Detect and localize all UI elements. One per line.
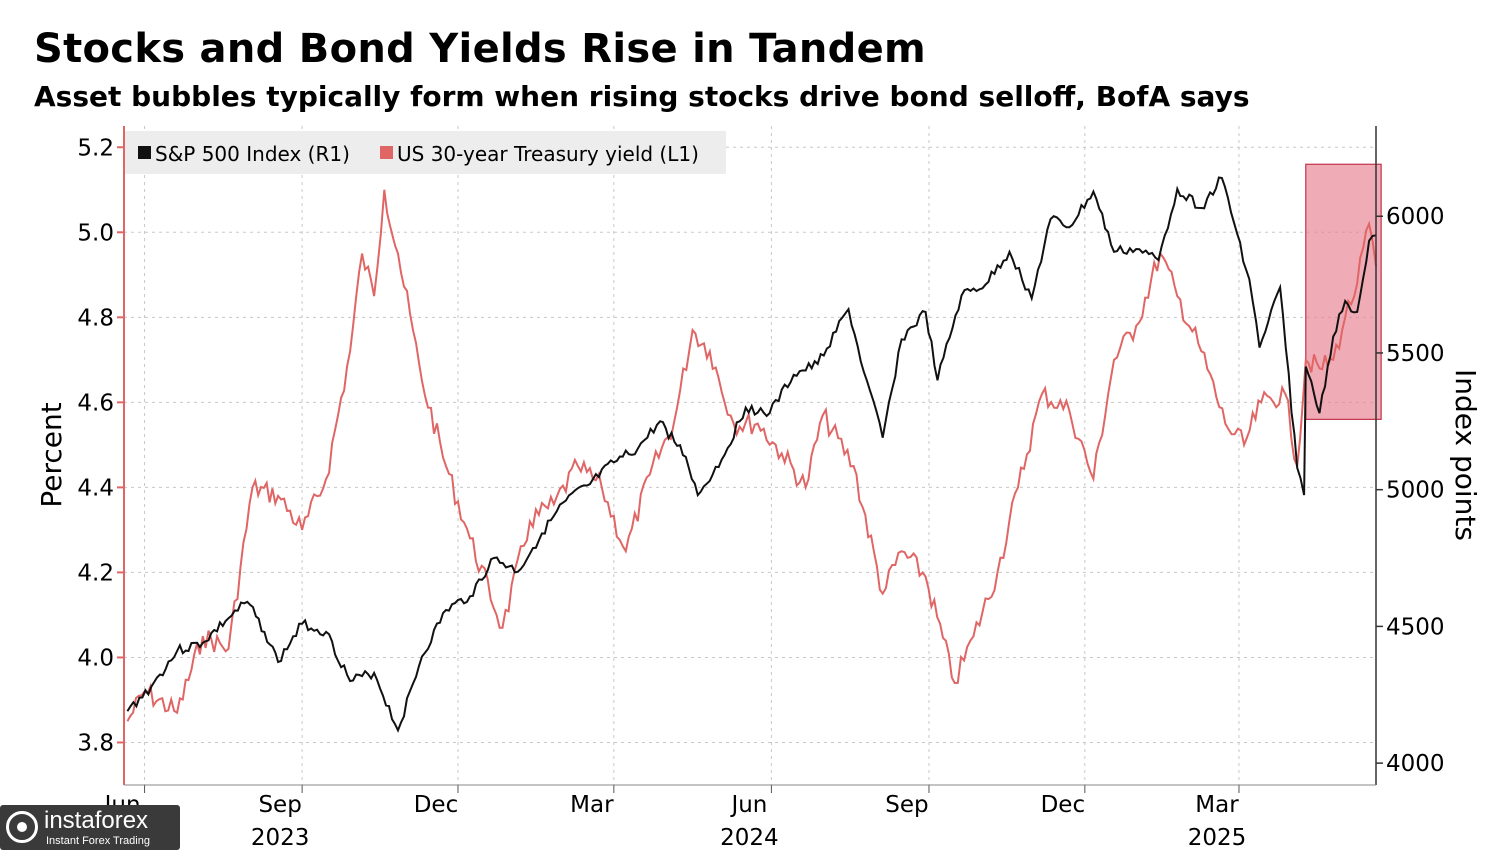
left-tick-label: 4.2 (77, 560, 114, 586)
x-year-label: 2024 (720, 825, 779, 850)
watermark-name: instaforex (44, 807, 149, 834)
gridlines (124, 126, 1376, 785)
x-tick-label: Jun (729, 792, 767, 818)
legend-swatch-sp500 (138, 146, 151, 159)
right-tick-label: 4000 (1386, 751, 1445, 777)
left-axis-title: Percent (35, 402, 68, 507)
x-tick-label: Mar (570, 792, 614, 818)
x-year-label: 2023 (251, 825, 310, 850)
yield-series-line (126, 189, 1377, 722)
legend-box (125, 131, 726, 174)
x-tick-label: Mar (1195, 792, 1239, 818)
right-axis-title: Index points (1449, 369, 1482, 541)
watermark-tagline: Instant Forex Trading (46, 835, 150, 847)
legend: S&P 500 Index (R1) US 30-year Treasury yi… (125, 131, 726, 174)
highlight-layer (1305, 163, 1382, 420)
x-tick-label: Dec (414, 792, 459, 818)
sp500-series-line (126, 176, 1377, 733)
x-tick-label: Dec (1041, 792, 1086, 818)
chart-subtitle: Asset bubbles typically form when rising… (34, 80, 1250, 113)
legend-label-sp500: S&P 500 Index (R1) (155, 142, 350, 166)
gear-logo-icon (6, 811, 38, 843)
right-tick-label: 5500 (1386, 341, 1445, 367)
left-tick-label: 4.4 (77, 475, 114, 501)
right-tick-label: 6000 (1386, 204, 1445, 230)
highlight-box (1305, 163, 1382, 420)
right-tick-label: 5000 (1386, 478, 1445, 504)
left-tick-label: 4.8 (77, 305, 114, 331)
x-year-label: 2025 (1188, 825, 1247, 850)
left-tick-label: 3.8 (77, 730, 114, 756)
legend-swatch-yield (380, 146, 393, 159)
left-tick-label: 5.0 (77, 220, 114, 246)
x-tick-label: Sep (885, 792, 928, 818)
left-tick-label: 4.0 (77, 645, 114, 671)
series-lines (126, 176, 1377, 733)
axes: 3.84.04.24.44.64.85.05.2JunSepDecMarJunS… (77, 126, 1445, 850)
watermark-logo: instaforex Instant Forex Trading (0, 805, 180, 850)
legend-label-yield: US 30-year Treasury yield (L1) (397, 142, 699, 166)
chart-title: Stocks and Bond Yields Rise in Tandem (34, 26, 926, 72)
right-tick-label: 4500 (1386, 614, 1445, 640)
left-tick-label: 5.2 (77, 135, 114, 161)
x-tick-label: Sep (258, 792, 301, 818)
left-tick-label: 4.6 (77, 390, 114, 416)
